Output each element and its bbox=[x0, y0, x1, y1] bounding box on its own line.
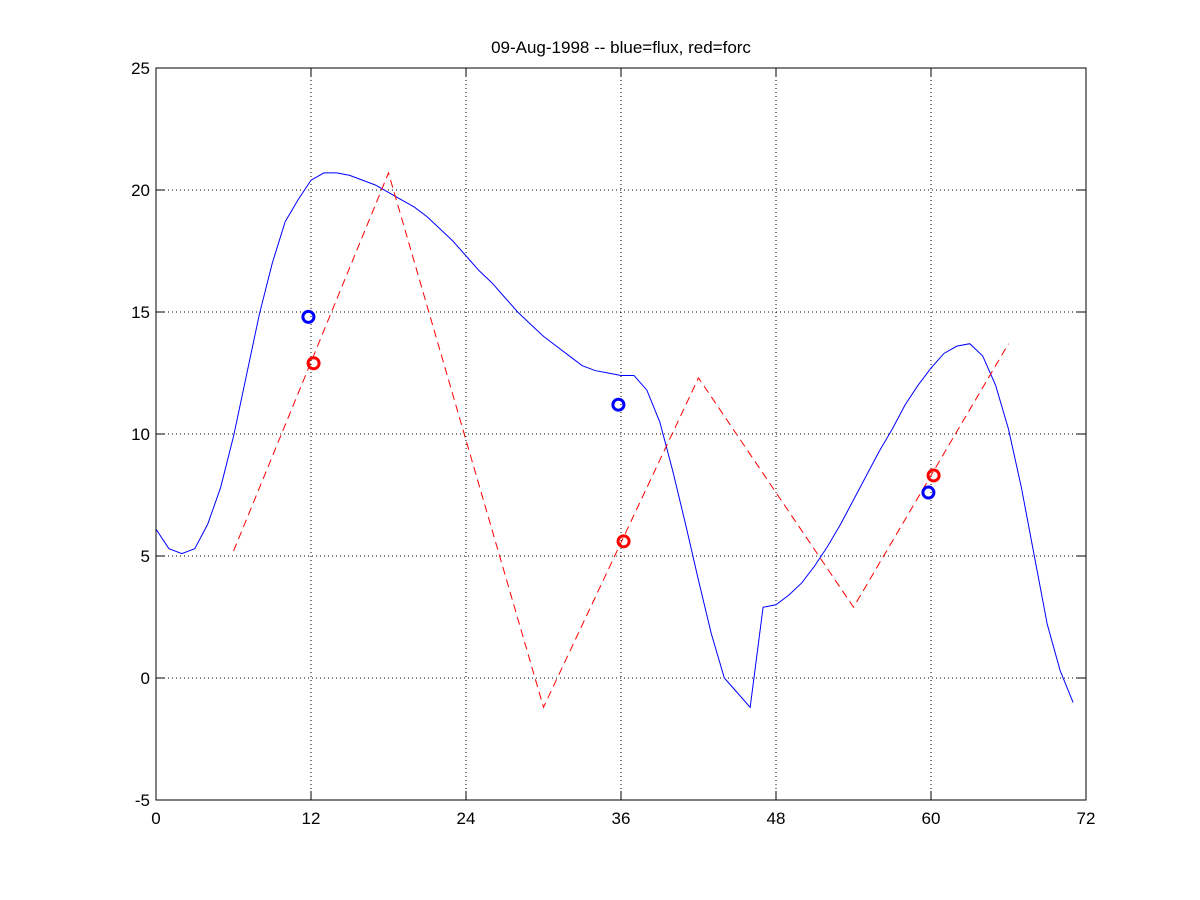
y-tick-label: 0 bbox=[141, 669, 150, 688]
y-tick-label: 15 bbox=[131, 303, 150, 322]
marker-layer bbox=[301, 309, 941, 549]
forc-series-line bbox=[233, 171, 1009, 709]
y-tick-label: 20 bbox=[131, 181, 150, 200]
flux-marker bbox=[921, 485, 936, 500]
x-tick-label: 0 bbox=[151, 809, 160, 828]
x-tick-label: 72 bbox=[1077, 809, 1096, 828]
grid-layer bbox=[156, 68, 1086, 800]
series-layer bbox=[155, 171, 1074, 709]
y-tick-label: 25 bbox=[131, 59, 150, 78]
flux-marker bbox=[301, 309, 316, 324]
x-tick-label: 12 bbox=[302, 809, 321, 828]
forc-marker bbox=[616, 534, 631, 549]
forc-marker bbox=[306, 356, 321, 371]
flux-marker bbox=[611, 397, 626, 412]
chart-title: 09-Aug-1998 -- blue=flux, red=forc bbox=[491, 38, 751, 57]
tick-layer bbox=[155, 67, 1087, 801]
y-tick-label: 5 bbox=[141, 547, 150, 566]
forc-marker bbox=[926, 468, 941, 483]
y-tick-label: -5 bbox=[135, 791, 150, 810]
x-tick-label: 48 bbox=[767, 809, 786, 828]
x-tick-label: 36 bbox=[612, 809, 631, 828]
y-tick-label: 10 bbox=[131, 425, 150, 444]
x-tick-label: 60 bbox=[922, 809, 941, 828]
flux-series-line bbox=[155, 172, 1074, 709]
x-tick-label: 24 bbox=[457, 809, 476, 828]
